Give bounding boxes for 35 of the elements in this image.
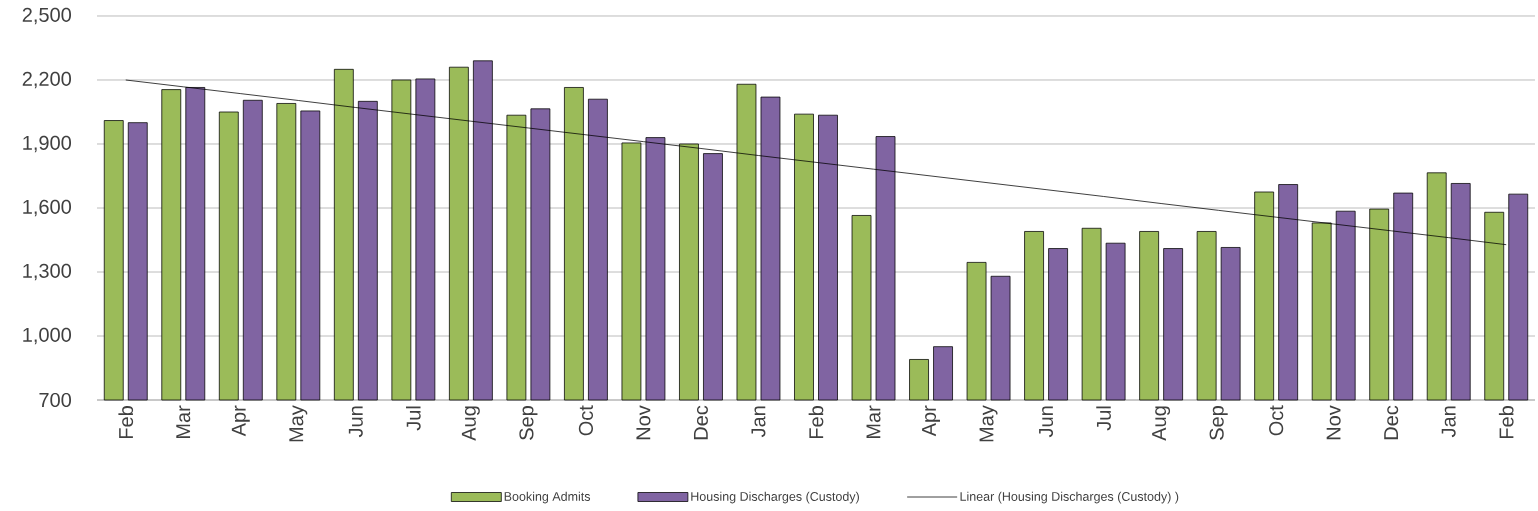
- x-tick-label: Aug: [1152, 406, 1171, 441]
- x-tick-label: Feb: [808, 406, 824, 439]
- x-tick-label: Jul: [406, 406, 421, 431]
- legend-label: Housing Discharges (Custody): [691, 491, 859, 504]
- y-tick-label: 2,500: [22, 7, 72, 25]
- x-tick-label: Mar: [866, 405, 881, 438]
- x-tick-label: Jan: [751, 406, 766, 438]
- x-tick-label: Mar: [176, 405, 191, 438]
- legend-label: Linear (Housing Discharges (Custody) ): [960, 491, 1179, 504]
- y-tick-label: 2,200: [22, 71, 72, 89]
- y-tick-label: 1,300: [23, 263, 72, 281]
- x-tick-label: Sep: [519, 406, 538, 440]
- y-tick-label: 1,000: [23, 327, 72, 345]
- legend-label: Booking Admits: [504, 491, 591, 504]
- x-tick-label: Dec: [693, 405, 708, 440]
- x-tick-label: Oct: [578, 405, 594, 436]
- x-tick-label: Feb: [1498, 406, 1514, 439]
- y-tick-label: 1,600: [23, 199, 72, 217]
- x-tick-label: Dec: [1384, 405, 1399, 440]
- x-tick-label: May: [979, 405, 998, 442]
- x-tick-label: Jul: [1096, 406, 1111, 431]
- x-tick-label: Jan: [1441, 406, 1456, 438]
- x-tick-label: Apr: [231, 405, 250, 437]
- y-tick-label: 700: [39, 392, 72, 408]
- x-tick-label: May: [289, 405, 308, 442]
- x-tick-label: Nov: [1326, 405, 1341, 440]
- x-tick-label: Apr: [922, 405, 940, 437]
- x-tick-label: Nov: [636, 405, 651, 440]
- x-tick-label: Aug: [461, 406, 480, 441]
- x-tick-label: Jun: [1039, 406, 1054, 438]
- x-tick-label: Feb: [118, 406, 134, 439]
- y-tick-label: 1,900: [23, 135, 72, 153]
- x-tick-label: Oct: [1269, 405, 1284, 436]
- x-tick-label: Jun: [348, 406, 363, 438]
- x-tick-label: Sep: [1209, 406, 1228, 440]
